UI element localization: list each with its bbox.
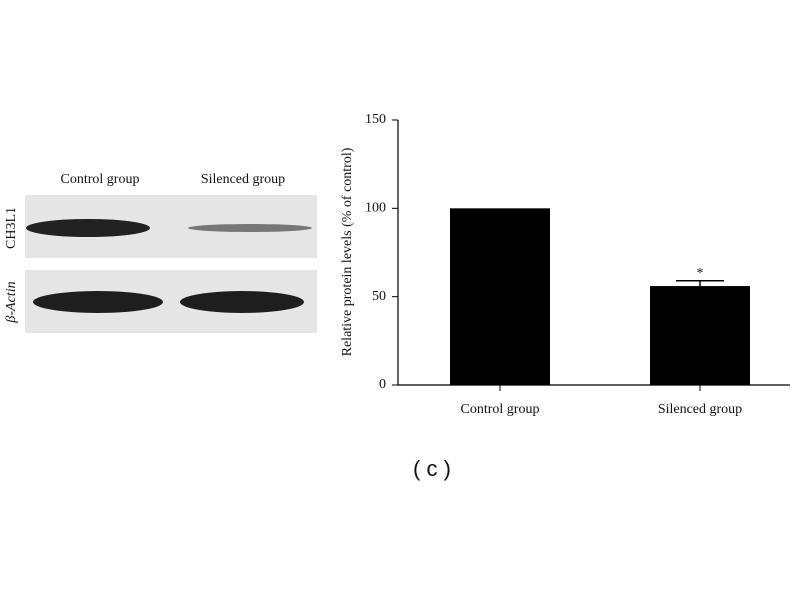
blot-band bbox=[26, 219, 150, 237]
blot-band bbox=[33, 291, 163, 313]
blot-band bbox=[180, 291, 304, 313]
western-blot: Control group Silenced group CH3L1 β-Act… bbox=[4, 172, 317, 333]
lane-label: Control group bbox=[61, 172, 140, 187]
bar bbox=[650, 286, 750, 385]
y-tick-label: 100 bbox=[365, 201, 386, 216]
significance-mark: * bbox=[697, 266, 704, 281]
x-tick-label: Control group bbox=[461, 402, 540, 417]
row-label: β-Actin bbox=[4, 281, 19, 323]
x-tick-label: Silenced group bbox=[658, 402, 742, 417]
y-tick-label: 50 bbox=[372, 289, 386, 304]
bar bbox=[450, 208, 550, 385]
y-tick-label: 0 bbox=[379, 377, 386, 392]
panel-label: ( c ) bbox=[413, 456, 451, 481]
lane-label: Silenced group bbox=[201, 172, 285, 187]
row-label: CH3L1 bbox=[4, 207, 19, 249]
y-axis-label: Relative protein levels (% of control) bbox=[340, 147, 355, 356]
error-bar bbox=[676, 280, 724, 287]
y-tick-label: 150 bbox=[365, 112, 386, 127]
blot-band bbox=[188, 224, 312, 232]
